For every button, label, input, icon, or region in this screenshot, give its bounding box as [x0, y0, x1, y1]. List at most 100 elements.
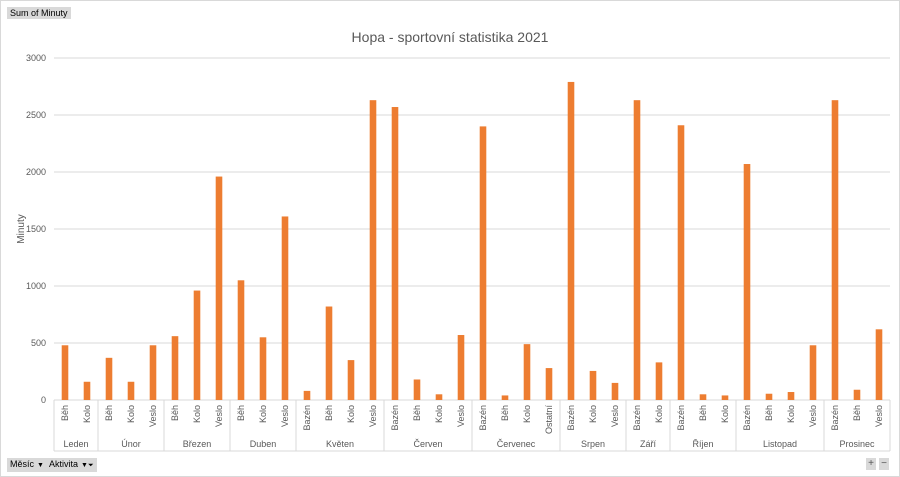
x-group-label: Září — [640, 439, 657, 449]
x-tick-label: Bazén — [676, 405, 686, 431]
x-tick-label: Běh — [60, 405, 70, 421]
bar — [391, 107, 399, 401]
bar — [589, 370, 597, 400]
bar — [567, 81, 575, 400]
x-tick-label: Ostatní — [544, 405, 554, 435]
x-group-label: Únor — [121, 439, 141, 449]
x-group-label: Červen — [413, 439, 442, 449]
bar — [105, 357, 113, 400]
value-field-label: Sum of Minuty — [10, 8, 68, 18]
x-tick-label: Bazén — [566, 405, 576, 431]
x-tick-label: Kolo — [126, 405, 136, 423]
bar — [809, 345, 817, 400]
x-tick-label: Veslo — [456, 405, 466, 427]
bar — [127, 381, 135, 400]
y-tick-label: 500 — [31, 338, 46, 348]
x-tick-label: Kolo — [192, 405, 202, 423]
bar — [325, 306, 333, 400]
x-tick-label: Běh — [764, 405, 774, 421]
x-tick-label: Bazén — [742, 405, 752, 431]
bar — [61, 345, 69, 400]
x-tick-label: Veslo — [610, 405, 620, 427]
x-tick-label: Běh — [698, 405, 708, 421]
x-tick-label: Veslo — [874, 405, 884, 427]
minus-icon: − — [881, 458, 887, 469]
bar — [413, 379, 421, 400]
bar — [611, 382, 619, 400]
bar — [523, 344, 531, 400]
x-tick-label: Veslo — [808, 405, 818, 427]
x-group-label: Říjen — [692, 439, 713, 449]
x-tick-label: Kolo — [588, 405, 598, 423]
x-tick-label: Veslo — [280, 405, 290, 427]
x-tick-label: Kolo — [258, 405, 268, 423]
bar — [83, 381, 91, 400]
bars — [61, 81, 883, 401]
y-tick-label: 1000 — [26, 281, 46, 291]
bar — [303, 390, 311, 400]
bar — [633, 100, 641, 401]
x-tick-label: Kolo — [522, 405, 532, 423]
x-tick-label: Kolo — [720, 405, 730, 423]
bar — [149, 345, 157, 400]
x-tick-label: Běh — [412, 405, 422, 421]
bar — [721, 395, 729, 400]
bar — [215, 176, 223, 400]
x-tick-label: Běh — [170, 405, 180, 421]
bar — [875, 329, 883, 400]
y-tick-label: 1500 — [26, 224, 46, 234]
bar — [237, 280, 245, 400]
x-tick-label: Bazén — [632, 405, 642, 431]
bar — [699, 394, 707, 400]
bar — [787, 392, 795, 400]
x-tick-label: Běh — [500, 405, 510, 421]
chart-title: Hopa - sportovní statistika 2021 — [352, 29, 549, 45]
activity-field-button[interactable]: Aktivita ▼⏷ — [46, 458, 97, 472]
bar — [457, 335, 465, 400]
bar — [831, 100, 839, 401]
x-tick-label: Kolo — [82, 405, 92, 423]
bar — [677, 125, 685, 400]
bar — [369, 100, 377, 401]
x-tick-label: Bazén — [478, 405, 488, 431]
bar — [259, 337, 267, 400]
bar — [193, 290, 201, 400]
gridlines — [54, 57, 890, 401]
bar — [435, 394, 443, 400]
x-tick-label: Kolo — [786, 405, 796, 423]
value-field-button[interactable]: Sum of Minuty — [7, 7, 71, 19]
month-field-button[interactable]: Měsíc ▼ — [7, 458, 47, 472]
bar — [501, 395, 509, 400]
bar — [545, 368, 553, 400]
expand-button[interactable]: + — [866, 458, 876, 470]
plus-icon: + — [868, 458, 874, 469]
y-tick-label: 0 — [41, 395, 46, 405]
month-field-label: Měsíc — [10, 459, 35, 469]
x-group-label: Leden — [63, 439, 88, 449]
y-axis-ticks: 0 500 1000 1500 2000 2500 3000 — [26, 53, 46, 405]
x-tick-label: Kolo — [434, 405, 444, 423]
x-tick-label: Bazén — [390, 405, 400, 431]
dropdown-arrow-icon: ▼ — [37, 462, 44, 469]
x-tick-label: Kolo — [654, 405, 664, 423]
activity-field-label: Aktivita — [49, 459, 79, 469]
x-group-label: Listopad — [763, 439, 797, 449]
x-axis-labels: Běh Kolo Leden Běh Kolo Veslo Únor Běh Kolo Veslo… — [53, 400, 891, 452]
x-tick-label: Běh — [104, 405, 114, 421]
bar — [853, 389, 861, 400]
x-group-label: Březen — [183, 439, 212, 449]
x-tick-label: Veslo — [214, 405, 224, 427]
bar — [743, 164, 751, 400]
x-tick-label: Běh — [324, 405, 334, 421]
x-tick-label: Veslo — [148, 405, 158, 427]
y-tick-label: 3000 — [26, 53, 46, 63]
bar — [479, 126, 487, 401]
bar — [171, 336, 179, 400]
collapse-button[interactable]: − — [879, 458, 889, 470]
bar — [765, 393, 773, 400]
x-tick-label: Kolo — [346, 405, 356, 423]
bar — [281, 216, 289, 400]
y-tick-label: 2000 — [26, 167, 46, 177]
x-tick-label: Běh — [852, 405, 862, 421]
